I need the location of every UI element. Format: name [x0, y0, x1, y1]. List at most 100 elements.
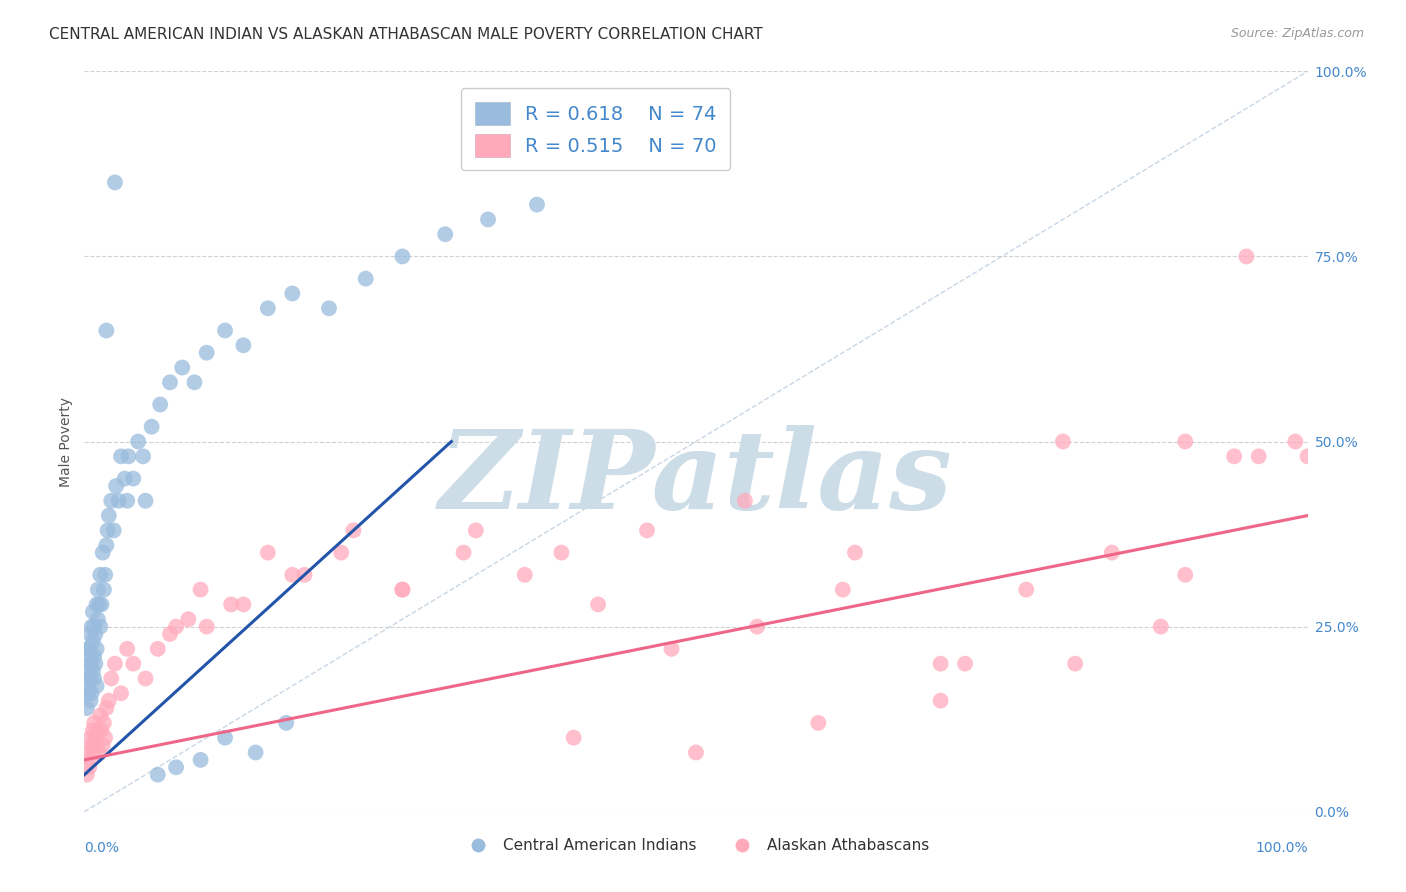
- Point: [89, 708, 111, 723]
- Point: [90, 598, 112, 612]
- Point: [1015, 582, 1038, 597]
- Point: [219, 598, 242, 612]
- Point: [257, 546, 280, 560]
- Point: [685, 746, 707, 760]
- Point: [1150, 619, 1173, 633]
- Point: [1284, 434, 1306, 449]
- Point: [79, 694, 101, 708]
- Point: [77, 672, 100, 686]
- Point: [103, 524, 125, 538]
- Point: [82, 605, 104, 619]
- Legend: Central American Indians, Alaskan Athabascans: Central American Indians, Alaskan Athaba…: [457, 832, 935, 860]
- Point: [110, 450, 132, 464]
- Point: [84, 627, 107, 641]
- Point: [342, 524, 364, 538]
- Point: [86, 641, 108, 656]
- Point: [77, 746, 100, 760]
- Point: [83, 649, 105, 664]
- Point: [122, 471, 145, 485]
- Point: [90, 723, 112, 738]
- Point: [79, 649, 101, 664]
- Point: [214, 731, 236, 745]
- Point: [1052, 434, 1074, 449]
- Point: [93, 715, 115, 730]
- Point: [159, 376, 181, 390]
- Point: [97, 508, 120, 523]
- Point: [86, 598, 108, 612]
- Point: [146, 767, 169, 781]
- Point: [91, 738, 114, 752]
- Point: [84, 657, 107, 671]
- Point: [135, 493, 157, 508]
- Point: [1101, 546, 1123, 560]
- Point: [232, 338, 254, 352]
- Point: [79, 731, 101, 745]
- Point: [89, 619, 111, 633]
- Point: [807, 715, 830, 730]
- Point: [114, 471, 136, 485]
- Point: [82, 634, 104, 648]
- Point: [77, 664, 100, 678]
- Point: [165, 619, 187, 633]
- Point: [77, 641, 100, 656]
- Point: [89, 567, 111, 582]
- Point: [1064, 657, 1087, 671]
- Point: [83, 672, 105, 686]
- Point: [94, 567, 117, 582]
- Point: [190, 582, 212, 597]
- Point: [87, 598, 110, 612]
- Point: [100, 672, 122, 686]
- Point: [84, 731, 107, 745]
- Point: [104, 657, 127, 671]
- Text: ZIPatlas: ZIPatlas: [439, 425, 953, 533]
- Point: [77, 679, 100, 693]
- Point: [734, 493, 756, 508]
- Point: [661, 641, 683, 656]
- Point: [94, 731, 117, 745]
- Point: [80, 686, 103, 700]
- Point: [83, 619, 105, 633]
- Point: [929, 657, 952, 671]
- Point: [80, 738, 103, 752]
- Point: [1247, 450, 1270, 464]
- Point: [83, 715, 105, 730]
- Text: CENTRAL AMERICAN INDIAN VS ALASKAN ATHABASCAN MALE POVERTY CORRELATION CHART: CENTRAL AMERICAN INDIAN VS ALASKAN ATHAB…: [49, 27, 763, 42]
- Point: [115, 641, 138, 656]
- Point: [526, 197, 548, 211]
- Point: [127, 434, 149, 449]
- Point: [79, 627, 101, 641]
- Point: [391, 582, 413, 597]
- Point: [177, 612, 200, 626]
- Point: [232, 598, 254, 612]
- Point: [91, 546, 114, 560]
- Point: [87, 582, 110, 597]
- Point: [165, 760, 187, 774]
- Point: [79, 753, 101, 767]
- Point: [80, 619, 103, 633]
- Point: [747, 619, 769, 633]
- Point: [453, 546, 475, 560]
- Point: [82, 723, 104, 738]
- Point: [183, 376, 205, 390]
- Point: [1236, 250, 1258, 264]
- Point: [276, 715, 298, 730]
- Point: [257, 301, 280, 316]
- Point: [107, 493, 129, 508]
- Point: [87, 746, 110, 760]
- Point: [132, 450, 155, 464]
- Point: [141, 419, 163, 434]
- Point: [80, 657, 103, 671]
- Point: [281, 567, 304, 582]
- Point: [149, 398, 172, 412]
- Point: [105, 479, 128, 493]
- Point: [464, 524, 486, 538]
- Point: [96, 324, 118, 338]
- Point: [77, 686, 100, 700]
- Point: [929, 694, 952, 708]
- Point: [115, 493, 138, 508]
- Point: [330, 546, 353, 560]
- Point: [391, 582, 413, 597]
- Point: [844, 546, 866, 560]
- Point: [76, 701, 98, 715]
- Point: [86, 738, 108, 752]
